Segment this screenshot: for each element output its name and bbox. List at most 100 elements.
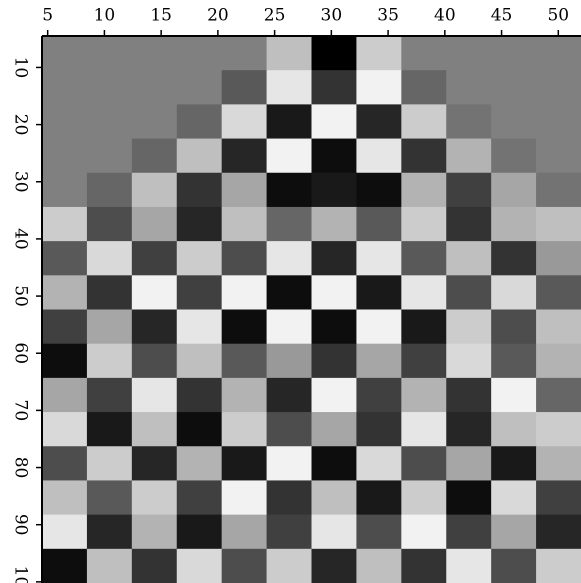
cell: [536, 377, 581, 413]
y-tick-label: 40: [11, 228, 31, 250]
cell: [401, 548, 447, 583]
cell: [221, 446, 268, 482]
cell: [356, 36, 402, 71]
cell: [221, 104, 268, 140]
cell: [86, 412, 133, 447]
cell: [491, 377, 537, 413]
cell: [42, 275, 88, 311]
cell: [266, 241, 313, 276]
cell: [491, 172, 537, 208]
y-tick-label: 50: [11, 285, 31, 307]
cell: [311, 206, 358, 242]
cell: [221, 241, 268, 276]
cell: [401, 241, 447, 276]
cell: [491, 241, 537, 276]
cell: [311, 70, 358, 105]
cell: [266, 70, 313, 105]
x-tick-label: 20: [207, 6, 229, 26]
cell: [86, 138, 133, 174]
cell: [131, 377, 178, 413]
cell: [131, 206, 178, 242]
cell: [86, 309, 133, 345]
cell: [86, 343, 133, 379]
cell: [176, 377, 223, 413]
cell: [42, 241, 88, 276]
cell: [176, 241, 223, 276]
y-tick-label: 90: [11, 514, 31, 536]
cell: [491, 36, 537, 71]
cell: [42, 412, 88, 447]
cell: [356, 309, 402, 345]
cell: [266, 206, 313, 242]
cell: [42, 104, 88, 140]
cell: [356, 104, 402, 140]
cell: [446, 70, 492, 105]
cell: [86, 104, 133, 140]
cell: [446, 172, 492, 208]
cell: [356, 70, 402, 105]
cell: [176, 138, 223, 174]
cell: [221, 138, 268, 174]
cell: [266, 412, 313, 447]
cell: [221, 412, 268, 447]
cell: [176, 446, 223, 482]
cell: [536, 172, 581, 208]
cell: [176, 343, 223, 379]
cell: [221, 275, 268, 311]
cell: [221, 206, 268, 242]
cell: [176, 36, 223, 71]
y-tick-label: 80: [11, 457, 31, 479]
cell: [176, 514, 223, 550]
x-tick-label: 35: [377, 6, 399, 26]
cell: [266, 480, 313, 516]
cell: [356, 206, 402, 242]
cell: [131, 514, 178, 550]
cell: [401, 206, 447, 242]
cell: [491, 480, 537, 516]
cell: [131, 275, 178, 311]
x-tick-label: 15: [150, 6, 172, 26]
cell: [266, 514, 313, 550]
cell: [311, 548, 358, 583]
cell: [446, 275, 492, 311]
cell: [536, 548, 581, 583]
raster: [42, 36, 581, 583]
cell: [536, 241, 581, 276]
cell: [536, 138, 581, 174]
cell: [86, 548, 133, 583]
cell: [221, 480, 268, 516]
cell: [86, 172, 133, 208]
cell: [401, 412, 447, 447]
cell: [86, 70, 133, 105]
cell: [536, 104, 581, 140]
cell: [131, 104, 178, 140]
cell: [42, 172, 88, 208]
cell: [311, 480, 358, 516]
cell: [42, 309, 88, 345]
cell: [356, 412, 402, 447]
cell: [311, 377, 358, 413]
cell: [221, 377, 268, 413]
cell: [131, 309, 178, 345]
cell: [491, 70, 537, 105]
cell: [221, 172, 268, 208]
y-tick-label: 20: [10, 114, 30, 136]
cell: [221, 514, 268, 550]
cell: [356, 446, 402, 482]
cell: [446, 480, 492, 516]
cell: [446, 104, 492, 140]
cell: [311, 36, 358, 71]
cell: [536, 70, 581, 105]
cell: [176, 275, 223, 311]
cell: [42, 480, 88, 516]
cell: [176, 70, 223, 105]
cell: [401, 138, 447, 174]
cell: [311, 514, 358, 550]
cell: [491, 548, 537, 583]
x-tick-label: 45: [491, 6, 513, 26]
cell: [176, 412, 223, 447]
cell: [356, 514, 402, 550]
cell: [401, 36, 447, 71]
cell: [536, 412, 581, 447]
